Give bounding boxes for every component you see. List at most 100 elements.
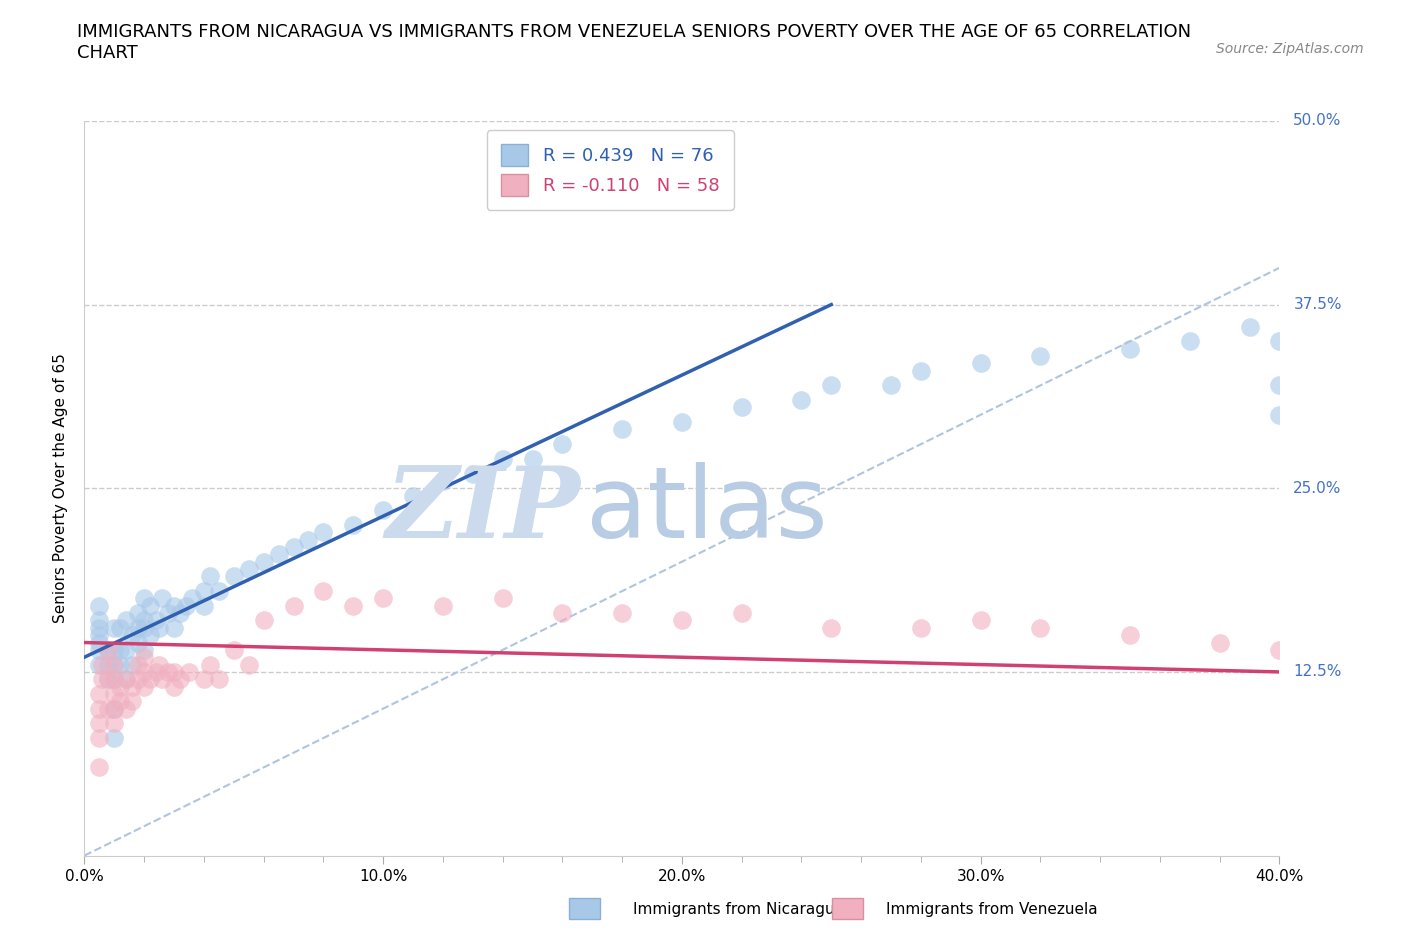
Point bbox=[127, 620, 149, 635]
Point bbox=[103, 620, 125, 635]
Point bbox=[103, 701, 125, 716]
Point bbox=[115, 671, 138, 686]
Point bbox=[103, 643, 125, 658]
Point bbox=[150, 591, 173, 606]
Legend: R = 0.439   N = 76, R = -0.110   N = 58: R = 0.439 N = 76, R = -0.110 N = 58 bbox=[486, 130, 734, 210]
Point bbox=[1119, 341, 1142, 356]
Point bbox=[110, 679, 132, 694]
Point bbox=[1029, 620, 1052, 635]
Point bbox=[177, 664, 200, 679]
Point bbox=[283, 539, 305, 554]
Point bbox=[103, 658, 125, 672]
Point bbox=[1268, 643, 1291, 658]
Point bbox=[222, 643, 245, 658]
Point bbox=[110, 643, 132, 658]
Text: Immigrants from Venezuela: Immigrants from Venezuela bbox=[886, 902, 1098, 917]
Point bbox=[127, 658, 149, 672]
Text: 12.5%: 12.5% bbox=[1294, 664, 1341, 680]
Point bbox=[492, 451, 515, 466]
Text: atlas: atlas bbox=[586, 462, 828, 559]
Point bbox=[283, 598, 305, 613]
Point bbox=[169, 605, 191, 620]
Point bbox=[461, 466, 484, 481]
Point bbox=[103, 716, 125, 731]
Point bbox=[103, 671, 125, 686]
Point bbox=[115, 613, 138, 628]
Point bbox=[432, 598, 454, 613]
Point bbox=[89, 701, 111, 716]
Point bbox=[103, 658, 125, 672]
Point bbox=[671, 415, 693, 430]
Point bbox=[103, 701, 125, 716]
Point bbox=[820, 378, 842, 392]
Point bbox=[121, 658, 143, 672]
Point bbox=[139, 671, 162, 686]
Point bbox=[132, 664, 156, 679]
Point bbox=[127, 635, 149, 650]
Point bbox=[312, 525, 335, 539]
Point bbox=[267, 547, 290, 562]
Point bbox=[163, 620, 186, 635]
Point bbox=[121, 679, 143, 694]
Point bbox=[132, 650, 156, 665]
Point bbox=[89, 731, 111, 746]
Text: 37.5%: 37.5% bbox=[1294, 297, 1341, 312]
Point bbox=[522, 451, 544, 466]
Point bbox=[89, 635, 111, 650]
Point bbox=[163, 664, 186, 679]
Point bbox=[1178, 334, 1201, 349]
Point bbox=[110, 620, 132, 635]
Text: 25.0%: 25.0% bbox=[1294, 481, 1341, 496]
Point bbox=[970, 613, 993, 628]
Point bbox=[671, 613, 693, 628]
Point bbox=[110, 658, 132, 672]
Point bbox=[163, 598, 186, 613]
Point bbox=[342, 598, 364, 613]
Point bbox=[97, 658, 120, 672]
Point bbox=[551, 605, 574, 620]
Point bbox=[193, 671, 215, 686]
Point bbox=[208, 584, 231, 599]
Point bbox=[132, 620, 156, 635]
Point bbox=[222, 569, 245, 584]
Point bbox=[115, 671, 138, 686]
Point bbox=[1268, 407, 1291, 422]
Point bbox=[145, 664, 167, 679]
Point bbox=[103, 671, 125, 686]
Point bbox=[132, 679, 156, 694]
Point bbox=[402, 488, 425, 503]
Point bbox=[970, 356, 993, 371]
Point bbox=[97, 643, 120, 658]
Point bbox=[145, 613, 167, 628]
Point bbox=[193, 584, 215, 599]
Point bbox=[157, 664, 180, 679]
Point bbox=[1119, 628, 1142, 643]
Text: Source: ZipAtlas.com: Source: ZipAtlas.com bbox=[1216, 42, 1364, 56]
Point bbox=[253, 554, 276, 569]
Point bbox=[193, 598, 215, 613]
Point bbox=[157, 605, 180, 620]
Point bbox=[174, 598, 197, 613]
Point bbox=[148, 620, 170, 635]
Text: Immigrants from Nicaragua: Immigrants from Nicaragua bbox=[633, 902, 844, 917]
Point bbox=[148, 658, 170, 672]
Point bbox=[139, 598, 162, 613]
Y-axis label: Seniors Poverty Over the Age of 65: Seniors Poverty Over the Age of 65 bbox=[53, 353, 69, 623]
Point bbox=[731, 400, 754, 415]
Point bbox=[790, 392, 813, 407]
Point bbox=[492, 591, 515, 606]
Point bbox=[820, 620, 842, 635]
Point bbox=[551, 437, 574, 452]
Point bbox=[97, 671, 120, 686]
Point bbox=[198, 569, 221, 584]
Point bbox=[1209, 635, 1232, 650]
Text: IMMIGRANTS FROM NICARAGUA VS IMMIGRANTS FROM VENEZUELA SENIORS POVERTY OVER THE : IMMIGRANTS FROM NICARAGUA VS IMMIGRANTS … bbox=[77, 23, 1191, 62]
Point bbox=[97, 701, 120, 716]
Point bbox=[132, 613, 156, 628]
Point bbox=[880, 378, 903, 392]
Point bbox=[150, 671, 173, 686]
Point bbox=[910, 620, 932, 635]
Point bbox=[253, 613, 276, 628]
Point bbox=[127, 671, 149, 686]
Point bbox=[373, 591, 395, 606]
